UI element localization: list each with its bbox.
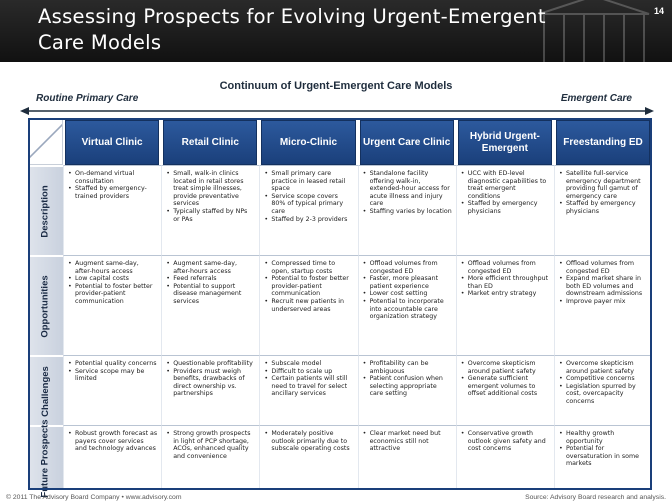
slide-header: Assessing Prospects for Evolving Urgent-… [0, 0, 672, 62]
list-item: Strong growth prospects in light of PCP … [166, 430, 255, 460]
list-item: Robust growth forecast as payers cover s… [68, 430, 157, 453]
list-item: Typically staffed by NPs or PAs [166, 208, 255, 223]
list-item: Potential to foster better provider-pati… [264, 275, 353, 298]
continuum-arrow-icon [20, 107, 654, 115]
list-item: Potential to foster better provider-pati… [68, 283, 157, 306]
column-header-hybrid-urgent-emergent: Hybrid Urgent-Emergent [455, 118, 554, 165]
list-item: Feed referrals [166, 275, 255, 283]
list-item: Offload volumes from congested ED [363, 260, 452, 275]
list-item: Legislation spurred by cost, overcapacit… [559, 383, 648, 406]
column-header-urgent-care-clinic: Urgent Care Clinic [357, 118, 456, 165]
footer-copyright: © 2011 The Advisory Board Company • www.… [6, 494, 182, 501]
table-corner [28, 118, 63, 165]
list-item: Augment same-day, after-hours access [68, 260, 157, 275]
table-cell: UCC with ED-level diagnostic capabilitie… [455, 165, 554, 255]
list-item: Recruit new patients in underserved area… [264, 298, 353, 313]
list-item: Difficult to scale up [264, 368, 353, 376]
continuum-left-label: Routine Primary Care [36, 93, 139, 104]
list-item: Low capital costs [68, 275, 157, 283]
table-cell: Conservative growth outlook given safety… [455, 425, 554, 490]
column-header-micro-clinic: Micro-Clinic [259, 118, 358, 165]
list-item: Potential to support disease management … [166, 283, 255, 306]
list-item: Standalone facility offering walk-in, ex… [363, 170, 452, 208]
list-item: Conservative growth outlook given safety… [461, 430, 550, 453]
list-item: Providers must weigh benefits, drawbacks… [166, 368, 255, 398]
list-item: Staffed by emergency-trained providers [68, 185, 157, 200]
table-cell: Overcome skepticism around patient safet… [553, 355, 653, 425]
list-item: Faster, more pleasant patient experience [363, 275, 452, 290]
table-cell: Augment same-day, after-hours access Fee… [161, 255, 260, 355]
table-cell: Moderately positive outlook primarily du… [259, 425, 358, 490]
table-cell: Profitability can be ambiguous Patient c… [357, 355, 456, 425]
list-item: Lower cost setting [363, 290, 452, 298]
continuum-title: Continuum of Urgent-Emergent Care Models [219, 80, 453, 92]
list-item: Subscale model [264, 360, 353, 368]
table-cell: Augment same-day, after-hours access Low… [63, 255, 162, 355]
table-cell: Offload volumes from congested ED More e… [455, 255, 554, 355]
column-header-virtual-clinic: Virtual Clinic [63, 118, 162, 165]
list-item: Profitability can be ambiguous [363, 360, 452, 375]
table-cell: Small, walk-in clinics located in retail… [161, 165, 260, 255]
list-item: Staffed by emergency physicians [559, 200, 648, 215]
table-cell: Overcome skepticism around patient safet… [455, 355, 554, 425]
column-header-retail-clinic: Retail Clinic [161, 118, 260, 165]
row-header-description: Description [28, 165, 63, 255]
table-cell: Clear market need but economics still no… [357, 425, 456, 490]
list-item: Offload volumes from congested ED [559, 260, 648, 275]
table-cell: Healthy growth opportunity Potential for… [553, 425, 653, 490]
table-cell: Questionable profitability Providers mus… [161, 355, 260, 425]
list-item: Satellite full-service emergency departm… [559, 170, 648, 200]
table-cell: Small primary care practice in leased re… [259, 165, 358, 255]
table-cell: On-demand virtual consultation Staffed b… [63, 165, 162, 255]
list-item: Offload volumes from congested ED [461, 260, 550, 275]
list-item: Market entry strategy [461, 290, 550, 298]
table-cell: Potential quality concerns Service scope… [63, 355, 162, 425]
list-item: Healthy growth opportunity [559, 430, 648, 445]
page-number: 14 [653, 6, 664, 16]
list-item: Compressed time to open, startup costs [264, 260, 353, 275]
list-item: Overcome skepticism around patient safet… [559, 360, 648, 375]
list-item: More efficient throughput than ED [461, 275, 550, 290]
list-item: Moderately positive outlook primarily du… [264, 430, 353, 453]
table-cell: Subscale model Difficult to scale up Cer… [259, 355, 358, 425]
care-models-table: Virtual Clinic Retail Clinic Micro-Clini… [28, 118, 653, 498]
column-header-freestanding-ed: Freestanding ED [553, 118, 653, 165]
list-item: Competitive concerns [559, 375, 648, 383]
table-cell: Compressed time to open, startup costs P… [259, 255, 358, 355]
list-item: Generate sufficient emergent volumes to … [461, 375, 550, 398]
table-cell: Strong growth prospects in light of PCP … [161, 425, 260, 490]
table-cell: Offload volumes from congested ED Expand… [553, 255, 653, 355]
list-item: Service scope covers 80% of typical prim… [264, 193, 353, 216]
row-header-opportunities: Opportunities [28, 255, 63, 355]
continuum-right-label: Emergent Care [560, 93, 632, 104]
table-cell: Satellite full-service emergency departm… [553, 165, 653, 255]
list-item: On-demand virtual consultation [68, 170, 157, 185]
row-header-challenges: Challenges [28, 355, 63, 425]
list-item: Staffed by 2-3 providers [264, 216, 353, 224]
list-item: Potential quality concerns [68, 360, 157, 368]
list-item: Improve payer mix [559, 298, 648, 306]
page-title: Assessing Prospects for Evolving Urgent-… [38, 5, 546, 54]
footer-source: Source: Advisory Board research and anal… [525, 494, 666, 501]
list-item: Overcome skepticism around patient safet… [461, 360, 550, 375]
list-item: Clear market need but economics still no… [363, 430, 452, 453]
list-item: Expand market share in both ED volumes a… [559, 275, 648, 298]
table-cell: Offload volumes from congested ED Faster… [357, 255, 456, 355]
list-item: Certain patients will still need to trav… [264, 375, 353, 398]
list-item: Potential for oversaturation in some mar… [559, 445, 648, 468]
list-item: Augment same-day, after-hours access [166, 260, 255, 275]
list-item: Service scope may be limited [68, 368, 157, 383]
list-item: UCC with ED-level diagnostic capabilitie… [461, 170, 550, 200]
list-item: Patient confusion when selecting appropr… [363, 375, 452, 398]
list-item: Small primary care practice in leased re… [264, 170, 353, 193]
list-item: Staffing varies by location [363, 208, 452, 216]
table-cell: Robust growth forecast as payers cover s… [63, 425, 162, 490]
list-item: Potential to incorporate into accountabl… [363, 298, 452, 321]
list-item: Questionable profitability [166, 360, 255, 368]
list-item: Staffed by emergency physicians [461, 200, 550, 215]
list-item: Small, walk-in clinics located in retail… [166, 170, 255, 208]
building-watermark-icon [538, 0, 650, 62]
table-cell: Standalone facility offering walk-in, ex… [357, 165, 456, 255]
row-header-future-prospects: Future Prospects [28, 419, 63, 498]
